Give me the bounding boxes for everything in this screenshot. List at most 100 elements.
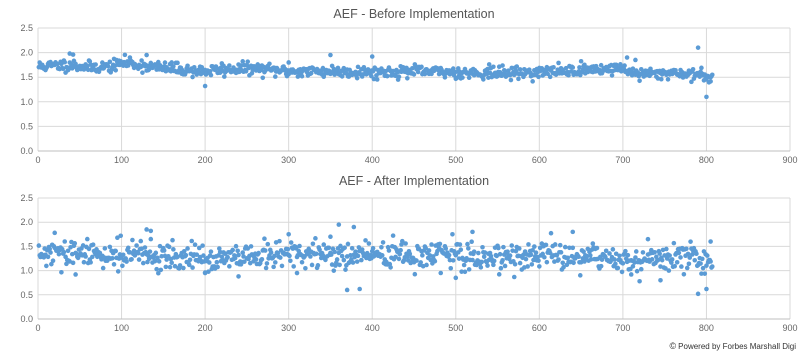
data-point: [158, 267, 164, 273]
data-point: [414, 258, 419, 263]
data-point: [598, 62, 604, 68]
data-point: [617, 253, 622, 259]
data-point: [530, 247, 535, 253]
data-point: [458, 247, 464, 253]
data-point: [674, 260, 680, 265]
data-point: [334, 257, 340, 262]
data-point: [556, 257, 561, 262]
data-point: [613, 251, 619, 257]
x-tick-label: 700: [615, 155, 630, 165]
data-point: [50, 258, 56, 264]
data-point: [374, 77, 380, 82]
data-point: [491, 64, 496, 70]
data-point: [615, 265, 621, 271]
data-point: [437, 241, 443, 247]
data-point: [73, 61, 78, 67]
data-point: [73, 272, 78, 277]
data-point: [247, 260, 253, 266]
data-point: [684, 246, 689, 252]
data-point: [328, 234, 333, 240]
data-point: [171, 247, 176, 252]
data-point: [485, 263, 490, 268]
data-point: [115, 235, 120, 241]
data-point: [70, 52, 76, 57]
data-point: [536, 74, 541, 80]
data-point: [649, 257, 655, 262]
data-point: [142, 245, 148, 250]
data-point: [355, 64, 361, 70]
data-point: [238, 63, 244, 68]
data-point: [286, 232, 291, 237]
data-point: [186, 262, 192, 268]
data-point: [326, 245, 332, 251]
data-point: [645, 236, 651, 242]
data-point: [450, 231, 455, 237]
data-point: [268, 250, 274, 255]
data-point: [48, 250, 53, 255]
data-point: [170, 237, 175, 243]
data-point: [442, 75, 448, 80]
data-point: [249, 71, 255, 76]
data-point: [443, 246, 449, 251]
copyright-icon: ©: [669, 341, 677, 351]
data-point: [497, 251, 503, 257]
data-point: [275, 250, 281, 256]
chart-title: AEF - After Implementation: [339, 174, 489, 188]
x-tick-label: 500: [448, 323, 463, 333]
data-point: [671, 240, 677, 246]
data-point: [567, 245, 572, 251]
data-point: [370, 245, 376, 251]
data-point: [354, 75, 360, 81]
x-tick-label: 400: [365, 323, 380, 333]
data-point: [507, 253, 513, 258]
data-point: [672, 263, 677, 269]
y-tick-label: 0.5: [20, 121, 33, 131]
data-point: [462, 269, 468, 275]
data-point: [633, 255, 638, 260]
x-tick-label: 0: [35, 155, 40, 165]
data-point: [366, 241, 372, 246]
data-point: [287, 253, 292, 259]
data-point: [695, 291, 701, 297]
data-point: [481, 77, 486, 82]
data-point: [190, 265, 195, 270]
data-point: [278, 255, 283, 260]
data-point: [466, 75, 472, 81]
data-point: [147, 249, 153, 254]
data-point: [422, 71, 428, 77]
y-tick-label: 2.0: [20, 217, 33, 227]
data-point: [219, 61, 225, 66]
data-point: [354, 259, 360, 264]
data-point: [47, 246, 52, 252]
x-tick-label: 300: [281, 323, 296, 333]
data-point: [144, 52, 149, 58]
data-point: [694, 251, 699, 257]
data-point: [430, 254, 436, 259]
x-tick-label: 0: [35, 323, 40, 333]
data-point: [658, 277, 663, 283]
data-point: [516, 76, 521, 82]
y-tick-label: 2.5: [20, 193, 33, 203]
data-point: [235, 248, 240, 254]
data-point: [570, 245, 576, 251]
data-point: [410, 65, 415, 71]
data-point: [297, 243, 302, 249]
data-point: [470, 257, 475, 263]
data-point: [331, 268, 337, 273]
data-point: [115, 269, 121, 274]
data-point: [62, 239, 68, 244]
data-point: [610, 247, 616, 252]
data-point: [577, 273, 583, 278]
data-point: [134, 243, 139, 248]
data-point: [405, 75, 410, 81]
data-point: [245, 59, 251, 64]
x-tick-label: 900: [782, 155, 797, 165]
data-point: [155, 255, 160, 261]
data-point: [478, 265, 484, 270]
data-point: [581, 249, 586, 254]
data-point: [548, 230, 554, 236]
data-point: [85, 67, 91, 73]
data-point: [120, 263, 125, 269]
data-point: [161, 248, 167, 253]
data-point: [208, 72, 214, 78]
